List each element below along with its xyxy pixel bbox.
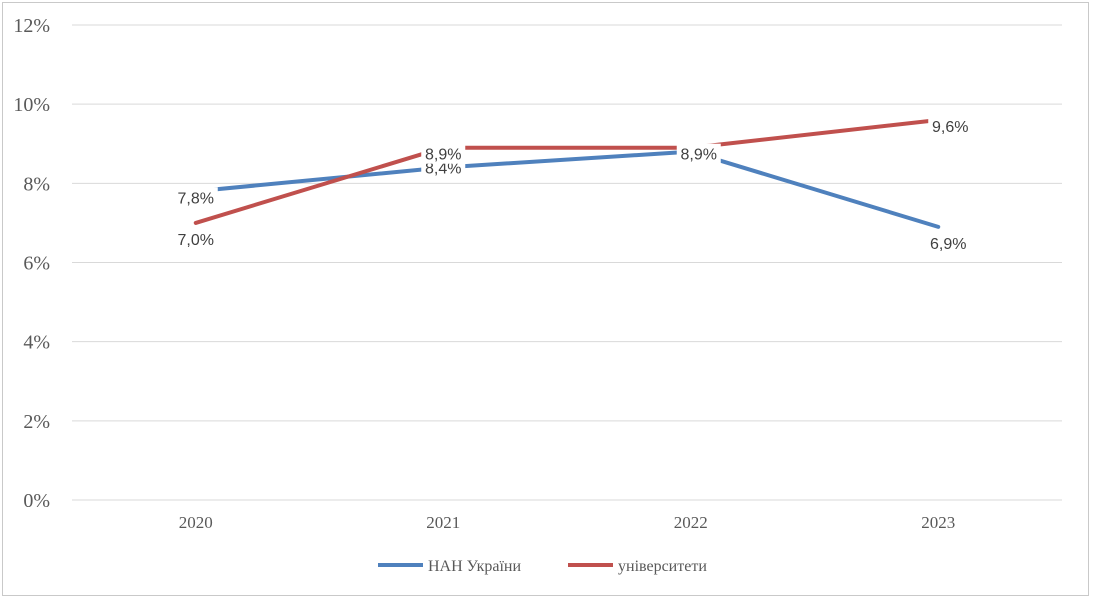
data-label-bg-1-0: [173, 228, 218, 249]
data-label-bg-1-1: [421, 143, 466, 164]
data-label-0-1: 8,4%: [425, 161, 461, 178]
data-label-1-2: 8,9%: [681, 147, 717, 164]
x-tick-label-2020: 2020: [179, 513, 213, 532]
y-tick-label-1: 2%: [23, 411, 50, 433]
y-tick-label-2: 4%: [23, 332, 50, 354]
data-label-bg-1-3: [928, 116, 973, 136]
data-label-1-3: 9,6%: [932, 119, 968, 136]
data-label-1-1: 8,9%: [425, 147, 461, 164]
legend-label-1: університети: [618, 558, 707, 575]
data-label-bg-1-2: [676, 143, 721, 164]
data-label-bg-0-0: [173, 187, 218, 208]
data-label-0-0: 7,8%: [178, 190, 214, 207]
y-tick-label-0: 0%: [23, 490, 50, 512]
x-tick-label-2021: 2021: [426, 513, 460, 532]
grid-lines: [72, 24, 1062, 501]
legend-label-0: НАН України: [428, 558, 521, 575]
data-label-bg-0-3: [926, 232, 971, 253]
x-tick-label-2023: 2023: [921, 513, 955, 532]
y-axis-ticks: 0% 2% 4% 6% 8% 10% 12%: [13, 15, 50, 512]
data-label-1-0: 7,0%: [178, 232, 214, 249]
y-tick-label-6: 12%: [13, 15, 50, 37]
y-tick-label-4: 8%: [23, 173, 50, 195]
series-line-0: [193, 149, 941, 229]
data-labels: 7,8% 8,4% 6,9% 7,0% 8,9% 8,9% 9,6%: [173, 116, 973, 253]
series-line-1: [193, 118, 941, 225]
y-tick-label-5: 10%: [13, 94, 50, 116]
legend: НАН України університети: [378, 558, 707, 575]
y-tick-label-3: 6%: [23, 253, 50, 275]
x-axis-ticks: 2020 2021 2022 2023: [179, 513, 956, 532]
data-label-0-3: 6,9%: [930, 236, 966, 253]
series-lines: [193, 118, 941, 229]
x-tick-label-2022: 2022: [674, 513, 708, 532]
